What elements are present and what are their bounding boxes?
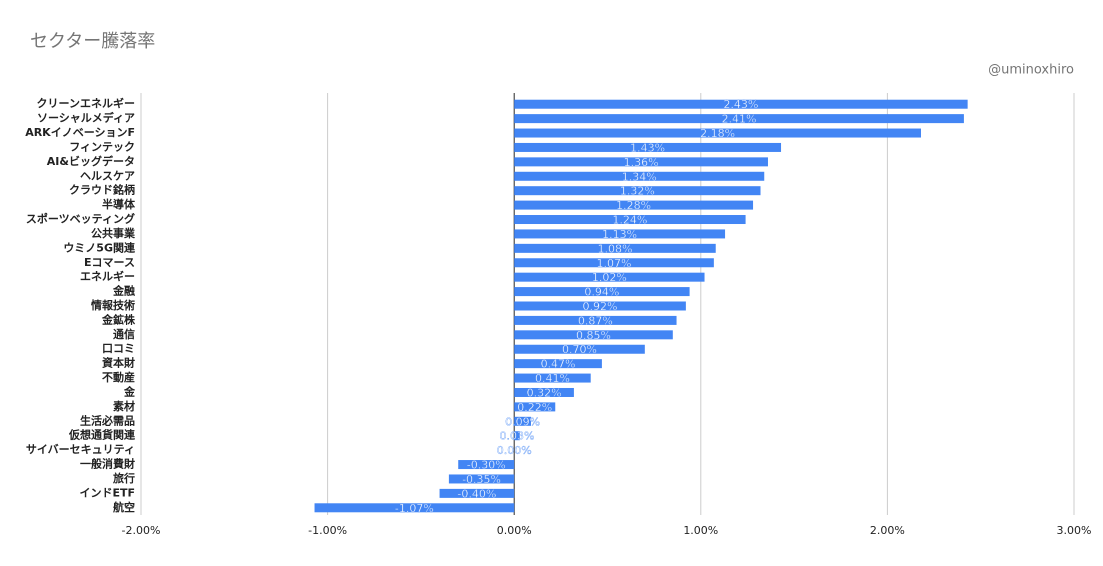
y-tick-label: 航空 <box>113 500 135 514</box>
x-tick-label: -2.00% <box>122 524 161 537</box>
bar <box>514 359 602 369</box>
x-tick-label: 1.00% <box>683 524 718 537</box>
value-label: -0.35% <box>462 473 501 486</box>
value-label: 2.43% <box>723 98 758 111</box>
value-label: 1.36% <box>624 156 659 169</box>
value-label: -0.30% <box>467 459 506 472</box>
value-label: 0.03% <box>500 430 535 443</box>
value-label: -1.07% <box>395 502 434 515</box>
bar <box>514 200 754 210</box>
bar <box>514 416 531 426</box>
y-tick-label: 生活必需品 <box>80 413 135 427</box>
y-tick-label: ソーシャルメディア <box>37 111 135 125</box>
y-tick-label: 口コミ <box>102 342 135 355</box>
value-label: 0.32% <box>527 386 562 399</box>
y-tick-label: クラウド銘柄 <box>69 183 135 197</box>
bar <box>514 171 765 181</box>
value-label: 1.43% <box>630 141 665 154</box>
value-label: 1.28% <box>616 199 651 212</box>
y-tick-label: Eコマース <box>84 256 135 269</box>
value-label: 0.41% <box>535 372 570 385</box>
x-tick-label: 0.00% <box>497 524 532 537</box>
y-tick-label: 通信 <box>113 327 135 341</box>
bar <box>514 215 746 225</box>
y-tick-label: 旅行 <box>113 471 135 485</box>
bar <box>439 488 515 498</box>
bar <box>514 431 520 441</box>
value-label: 0.00% <box>497 444 532 457</box>
y-tick-label: ウミノ5G関連 <box>63 240 136 254</box>
bar <box>514 258 714 268</box>
bar <box>514 229 726 239</box>
bar <box>458 460 515 470</box>
value-label: -0.40% <box>457 487 496 500</box>
y-tick-label: 半導体 <box>102 197 136 211</box>
value-label: 1.08% <box>597 242 632 255</box>
value-label: 0.87% <box>578 314 613 327</box>
y-tick-label: 不動産 <box>102 370 135 384</box>
value-label: 1.13% <box>602 228 637 241</box>
bar <box>514 157 768 167</box>
y-tick-label: 素材 <box>113 399 135 413</box>
y-tick-label: 金鉱株 <box>101 312 136 326</box>
value-label: 1.32% <box>620 185 655 198</box>
chart-title: セクター騰落率 <box>30 31 155 52</box>
y-tick-label: フィンテック <box>69 140 135 153</box>
value-label: 0.47% <box>541 358 576 371</box>
bar <box>514 99 968 109</box>
bar <box>514 315 677 325</box>
bar <box>514 387 574 397</box>
value-label: 0.22% <box>517 401 552 414</box>
y-tick-label: エネルギー <box>80 269 135 283</box>
value-label: 1.34% <box>622 170 657 183</box>
x-tick-label: -1.00% <box>308 524 347 537</box>
bar <box>514 402 556 412</box>
bar <box>514 272 705 282</box>
value-label: 0.09% <box>505 415 540 428</box>
bar <box>514 186 761 196</box>
y-tick-label: スポーツベッティング <box>26 212 135 226</box>
y-tick-label: クリーンエネルギー <box>37 96 135 110</box>
bar <box>514 142 782 152</box>
value-label: 2.18% <box>700 127 735 140</box>
bar <box>514 243 716 253</box>
y-tick-label: 金融 <box>112 284 135 298</box>
bar <box>448 474 515 484</box>
bar <box>314 503 515 513</box>
x-tick-label: 2.00% <box>870 524 905 537</box>
x-tick-label: 3.00% <box>1057 524 1092 537</box>
value-label: 2.41% <box>722 113 757 126</box>
bar <box>514 114 964 124</box>
value-label: 1.02% <box>592 271 627 284</box>
bar <box>514 128 921 138</box>
value-label: 0.92% <box>583 300 618 313</box>
y-tick-label: 一般消費財 <box>80 457 135 471</box>
y-tick-label: 金 <box>123 384 136 398</box>
bar <box>514 301 686 311</box>
y-tick-label: 情報技術 <box>91 298 135 312</box>
value-label: 1.24% <box>612 214 647 227</box>
bar <box>514 344 645 354</box>
bar <box>514 373 591 383</box>
y-tick-label: ARKイノベーションF <box>25 126 135 139</box>
y-tick-label: インドETF <box>79 486 135 499</box>
y-tick-label: 公共事業 <box>91 226 136 240</box>
value-label: 0.94% <box>584 286 619 299</box>
bar <box>514 330 673 340</box>
y-tick-label: サイバーセキュリティ <box>26 443 135 456</box>
y-tick-label: 資本財 <box>102 356 135 370</box>
y-tick-label: 仮想通貨関連 <box>68 428 136 442</box>
value-label: 1.07% <box>597 257 632 270</box>
value-label: 0.70% <box>562 343 597 356</box>
y-tick-label: ヘルスケア <box>80 169 135 182</box>
y-tick-label: AI&ビッグデータ <box>47 154 135 168</box>
bar <box>514 287 690 297</box>
chart-subtitle: @uminoxhiro <box>988 63 1074 78</box>
value-label: 0.85% <box>576 329 611 342</box>
